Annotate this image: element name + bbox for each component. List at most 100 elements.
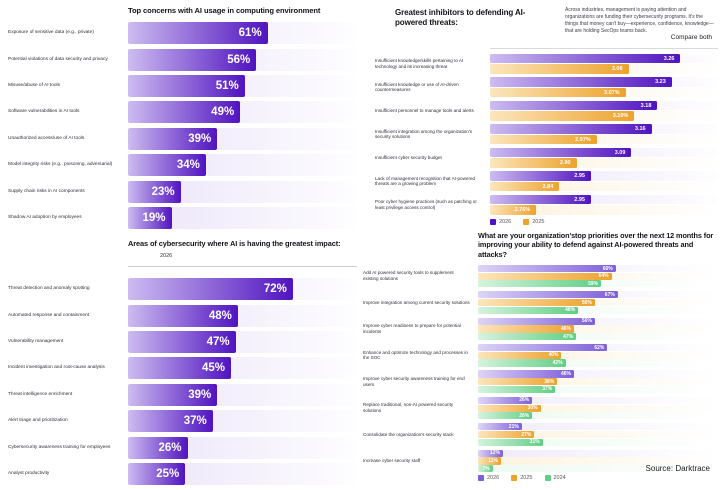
bar-value-label: 3.23: [655, 79, 666, 85]
bar-row-label: Replace traditional, non-AI powered secu…: [363, 402, 454, 414]
bar-fill: 3.07%: [490, 87, 626, 98]
legend-swatch-icon: [544, 475, 551, 481]
legend-item: 2026: [490, 219, 511, 225]
bar-group: 3.09 2.90: [490, 147, 718, 169]
bar-row: Threat detection and anomaly spotting 72…: [0, 276, 357, 302]
bar-fill: 23%: [128, 180, 181, 203]
bar-track: 42%: [478, 359, 718, 367]
bar-fill: 40%: [478, 351, 562, 359]
bar-group: 26% 30% 26%: [478, 396, 718, 420]
bar-value-label: 2.95: [574, 173, 585, 179]
bar-value-label: 30%: [527, 405, 538, 412]
bar-group: 3.23 3.07%: [490, 76, 718, 98]
bar-track: 3.23: [490, 77, 718, 87]
bar-value-label: 56%: [581, 299, 592, 306]
bar-value-label: 34%: [176, 159, 200, 172]
bar-group: 3.16 2.97%: [490, 123, 718, 145]
bar-row: Increase cyber security staff 12% 11% 7%: [360, 448, 718, 474]
bar-row: Software vulnerabilities in AI tools 49%: [0, 99, 357, 125]
compare-both-control[interactable]: Compare both: [670, 34, 712, 41]
bar-fill: 72%: [128, 278, 293, 301]
bar-track: 47%: [128, 330, 357, 353]
bar-fill: 67%: [478, 291, 618, 299]
bar-fill: 64%: [478, 272, 612, 280]
bar-value-label: 62%: [594, 344, 605, 351]
bar-value-label: 48%: [565, 307, 576, 314]
bar-value-label: 3.07%: [604, 89, 620, 96]
bar-group: 3.26 3.08: [490, 53, 718, 75]
bar-row-label: Enhance and optimize technology and proc…: [363, 349, 468, 361]
bar-track: 39%: [128, 127, 357, 150]
bar-value-label: 31%: [529, 439, 540, 446]
bar-row-label: Insufficient integration among the organ…: [375, 128, 473, 140]
bar-fill: 37%: [128, 410, 213, 433]
bar-row: Insufficient knowledge/skills pertaining…: [360, 52, 718, 76]
legend-swatch-icon: [490, 219, 496, 225]
bar-value-label: 42%: [552, 360, 563, 367]
bar-row: Insufficient integration among the organ…: [360, 123, 718, 147]
bar-track: 2.90: [490, 158, 718, 168]
chart-title: What are your organization'stop prioriti…: [478, 231, 714, 259]
bar-value-label: 61%: [238, 27, 262, 40]
bar-value-label: 3.10%: [612, 113, 629, 119]
bar-value-label: 45%: [202, 362, 226, 375]
bar-row-label: Supply chain risks in AI components: [8, 188, 85, 194]
bar-track: 3.08: [490, 64, 718, 74]
bar-row: Poor cyber hygiene practices (such as pa…: [360, 193, 718, 217]
bar-value-label: 2.84: [542, 183, 554, 190]
bar-group: 56% 46% 47%: [478, 317, 718, 341]
bar-value-label: 3.26: [663, 55, 675, 62]
bar-row-label: Software vulnerabilities in AI tools: [8, 109, 80, 115]
bar-fill: 46%: [478, 370, 574, 378]
bar-value-label: 3.16: [634, 126, 646, 132]
bar-value-label: 26%: [158, 441, 182, 454]
header-divider: [490, 48, 718, 49]
bar-track: 3.26: [490, 53, 718, 64]
bar-value-label: 56%: [581, 318, 592, 325]
bar-track: 37%: [478, 385, 718, 394]
bar-row-label: Improve cyber security awareness trainin…: [363, 376, 465, 387]
bar-row: Unauthorized access/use of AI tools 39%: [0, 126, 357, 152]
bar-value-label: 40%: [548, 352, 559, 359]
bar-track: 2.97%: [490, 134, 718, 145]
bar-fill: 39%: [128, 383, 218, 406]
bar-row: Insufficient personnel to manage tools a…: [360, 99, 718, 123]
bar-value-label: 49%: [211, 106, 235, 119]
header-divider: [128, 266, 357, 267]
bar-row: Model integrity risks (e.g., poisoning, …: [0, 152, 357, 178]
legend-swatch-icon: [523, 219, 530, 225]
chart-legend: 2026 2025: [490, 219, 545, 225]
bar-value-label: 39%: [188, 132, 212, 145]
bar-track: 2.95: [490, 171, 718, 181]
bar-row-label: Unauthorized access/use of AI tools: [8, 135, 85, 141]
legend-item: 2024: [544, 475, 566, 481]
bar-value-label: 37%: [183, 415, 207, 428]
bar-track: 3.07%: [490, 87, 718, 98]
bar-row-label: Threat detection and anomaly spotting: [8, 286, 90, 292]
bar-value-label: 3.08: [611, 66, 623, 72]
bar-track: 56%: [478, 298, 718, 307]
bar-row: Potential violations of data security an…: [0, 46, 357, 72]
bar-row-label: Insufficient knowledge or use of AI-driv…: [375, 81, 459, 93]
bar-row-label: Insufficient cyber security budget: [375, 154, 442, 160]
source-credit: Source: Darktrace: [645, 464, 710, 473]
bar-row-label: Increase cyber security staff: [363, 458, 421, 464]
bar-fill: 26%: [478, 396, 533, 405]
bar-track: 3.16: [490, 124, 718, 134]
bar-track: 26%: [478, 412, 718, 420]
bar-track: 39%: [128, 383, 357, 406]
bar-row: Misuse/abuse of AI tools 51%: [0, 73, 357, 99]
bar-rows: Exposure of sensitive data (e.g., privat…: [0, 20, 357, 231]
chart-inhibitors: Greatest inhibitors to defending AI-powe…: [360, 0, 720, 232]
bar-fill: 12%: [478, 449, 504, 457]
bar-fill: 47%: [128, 330, 236, 353]
bar-fill: 27%: [478, 430, 535, 439]
bar-value-label: 25%: [156, 467, 180, 480]
bar-fill: 56%: [478, 298, 595, 307]
bar-fill: 19%: [128, 206, 172, 229]
bar-fill: 49%: [128, 101, 241, 124]
bar-row-label: Insufficient knowledge/skills pertaining…: [375, 58, 464, 69]
bar-row-label: Insufficient personnel to manage tools a…: [375, 107, 474, 113]
bar-row: Alert triage and prioritization 37%: [0, 408, 357, 434]
